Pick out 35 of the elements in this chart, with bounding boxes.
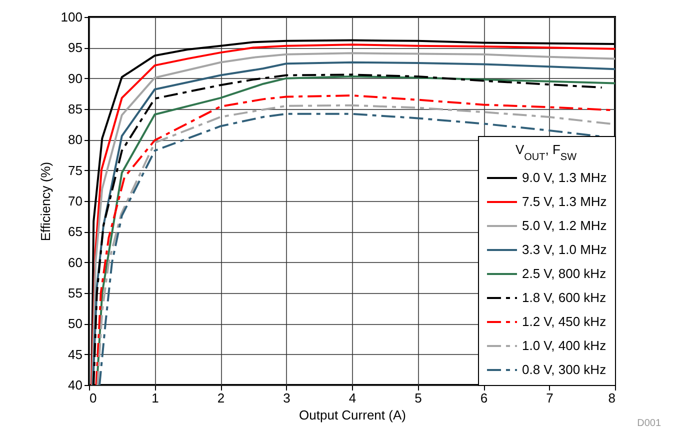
x-tick-label: 1 bbox=[152, 390, 159, 406]
y-axis-title: Efficiency (%) bbox=[38, 162, 53, 242]
y-tick-label: 50 bbox=[68, 316, 82, 332]
y-tick-label: 70 bbox=[68, 194, 82, 208]
y-tick-label: 65 bbox=[68, 224, 82, 240]
x-tick-label: 7 bbox=[546, 390, 554, 406]
legend-label: 2.5 V, 800 kHz bbox=[522, 266, 606, 281]
legend-title: V$_{OUT}$, F$_{SW}$ bbox=[515, 142, 578, 162]
text: D001 bbox=[637, 418, 661, 429]
x-tick-label: 5 bbox=[414, 390, 422, 406]
legend-label: 1.0 V, 400 kHz bbox=[522, 338, 606, 353]
x-tick-label: 8 bbox=[608, 390, 616, 406]
x-tick-label: 4 bbox=[348, 390, 356, 406]
legend-label: 5.0 V, 1.2 MHz bbox=[522, 218, 607, 233]
legend-label: 7.5 V, 1.3 MHz bbox=[522, 194, 607, 209]
y-tick-label: 45 bbox=[68, 346, 82, 362]
y-tick-label: 60 bbox=[68, 254, 82, 270]
x-tick-label: 0 bbox=[90, 390, 97, 406]
y-tick-label: 55 bbox=[68, 286, 82, 300]
x-tick-label: 6 bbox=[480, 390, 488, 406]
legend-label: 1.8 V, 600 kHz bbox=[522, 290, 606, 305]
legend-label: 3.3 V, 1.0 MHz bbox=[522, 242, 607, 257]
x-axis-title: Output Current (A) bbox=[299, 408, 406, 422]
y-tick-label: 95 bbox=[68, 40, 82, 56]
y-tick-label: 75 bbox=[68, 162, 82, 178]
legend-label: 1.2 V, 450 kHz bbox=[522, 314, 606, 329]
y-tick-label: 90 bbox=[68, 70, 82, 86]
x-tick-label: 3 bbox=[283, 390, 290, 406]
y-tick-label: 85 bbox=[68, 102, 82, 116]
y-tick-label: 80 bbox=[68, 132, 82, 148]
y-tick-label: 100 bbox=[60, 10, 82, 24]
legend-label: 0.8 V, 300 kHz bbox=[522, 362, 606, 377]
x-tick-label: 2 bbox=[217, 390, 225, 406]
y-tick-label: 40 bbox=[68, 378, 82, 392]
legend-label: 9.0 V, 1.3 MHz bbox=[522, 170, 607, 185]
